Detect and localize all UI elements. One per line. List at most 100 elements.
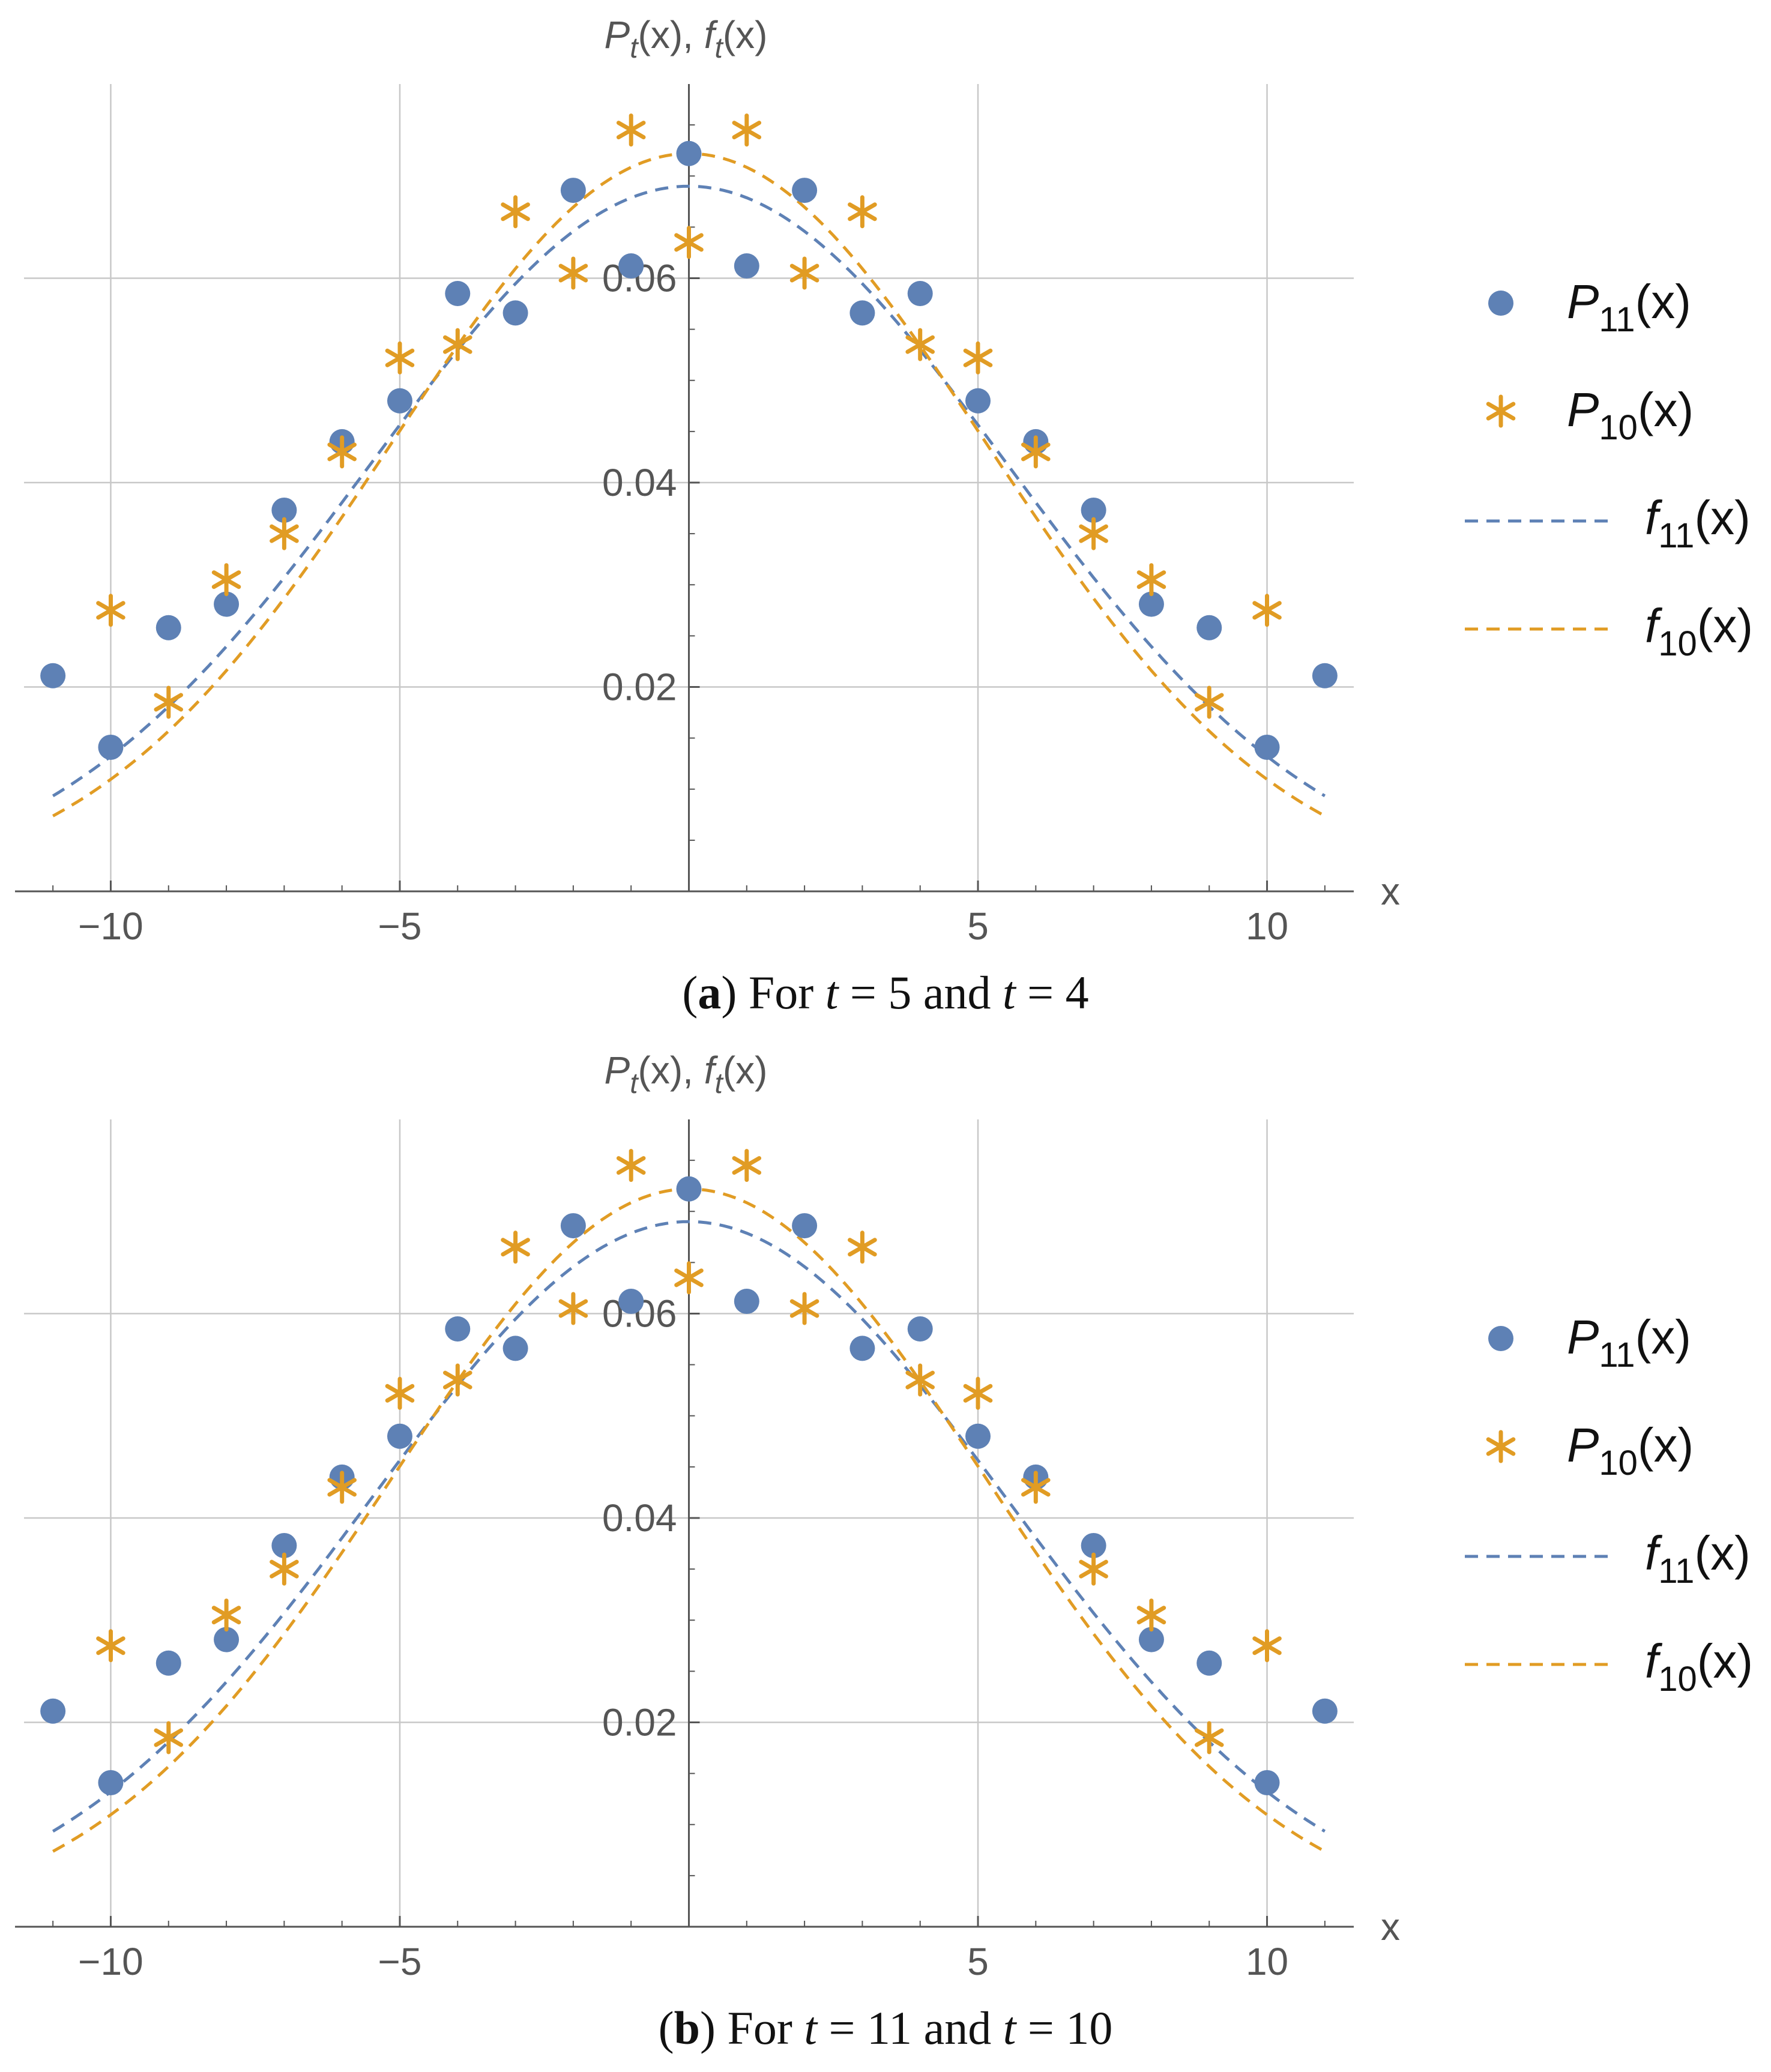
- p10-point: [443, 328, 472, 361]
- legend-p11-label: P11(x): [1567, 1310, 1691, 1375]
- p11-point: [387, 388, 412, 414]
- p10-point: [270, 1552, 299, 1586]
- p10-point: [501, 1230, 530, 1264]
- p10-point: [963, 1376, 993, 1410]
- p10-point: [848, 1230, 877, 1264]
- p11-point: [907, 1316, 933, 1342]
- p10-point: [905, 328, 935, 361]
- x-tick-label: −5: [378, 905, 421, 948]
- p10-point: [96, 1629, 125, 1663]
- p11-point: [792, 178, 818, 203]
- p11-point: [214, 591, 240, 617]
- p11-point: [502, 1336, 528, 1361]
- y-tick-label: 0.04: [602, 461, 677, 504]
- p11-point: [387, 1423, 412, 1449]
- p10-point: [385, 1376, 415, 1410]
- p10-point: [501, 195, 530, 229]
- caption: (b) For t = 11 and t = 10: [659, 2002, 1113, 2054]
- p10-point: [616, 113, 646, 147]
- p11-point: [445, 281, 471, 307]
- x-tick-label: 10: [1246, 1940, 1288, 1983]
- x-tick-label: −5: [378, 1940, 421, 1983]
- p10-point: [558, 256, 588, 290]
- f11-curve: [52, 1220, 1326, 1833]
- x-axis-label: x: [1381, 1905, 1400, 1948]
- legend-f11-label: f11(x): [1645, 1526, 1751, 1591]
- legend: P11(x) P10(x) f11(x) f10(x): [1465, 1310, 1753, 1699]
- p10-point: [1195, 685, 1224, 719]
- p11-point: [271, 1532, 297, 1558]
- p11-point: [734, 1289, 759, 1315]
- p10-point: [96, 594, 125, 627]
- p10-point: [905, 1363, 935, 1397]
- p11-point: [271, 497, 297, 523]
- p10-point: [327, 1471, 357, 1504]
- p10-point: [1252, 1629, 1282, 1663]
- p11-point: [734, 253, 759, 279]
- p10-point: [558, 1292, 588, 1325]
- p11-point: [560, 178, 586, 203]
- p10-point: [1136, 563, 1166, 597]
- legend: P11(x) P10(x) f11(x) f10(x): [1465, 275, 1753, 663]
- p11-point: [1196, 615, 1222, 640]
- p11-point: [445, 1316, 471, 1342]
- p11-point: [155, 1650, 181, 1676]
- p10-point: [1079, 1552, 1108, 1586]
- f11-curve: [52, 184, 1326, 798]
- legend-p11-marker: [1488, 291, 1513, 316]
- y-tick-label: 0.02: [602, 1700, 677, 1744]
- p11-point: [849, 300, 875, 326]
- p10-point: [732, 113, 762, 147]
- p11-point: [792, 1213, 818, 1239]
- p10-point: [674, 1261, 704, 1295]
- x-tick-label: 10: [1246, 905, 1288, 948]
- p10-point: [1021, 435, 1051, 469]
- p11-point: [40, 663, 66, 688]
- legend-f10-label: f10(x): [1645, 599, 1753, 663]
- p11-point: [965, 1423, 991, 1449]
- p11-point: [618, 1289, 644, 1315]
- p10-point: [154, 1721, 183, 1754]
- p10-point: [1252, 594, 1282, 627]
- p10-point: [616, 1149, 646, 1182]
- p11-point: [1081, 497, 1106, 523]
- p11-point: [965, 388, 991, 414]
- p11-point: [1081, 1532, 1106, 1558]
- legend-p10-marker: [1486, 1430, 1516, 1463]
- caption: (a) For t = 5 and t = 4: [682, 966, 1088, 1019]
- p10-point: [211, 1598, 241, 1632]
- legend-p10-label: P10(x): [1567, 383, 1694, 447]
- p10-point: [1195, 1721, 1224, 1754]
- p10-point: [327, 435, 357, 469]
- p11-point: [1312, 663, 1338, 688]
- p11-point: [98, 1769, 124, 1795]
- p10-point: [1136, 1598, 1166, 1632]
- p11-point: [1254, 1769, 1280, 1795]
- legend-f11-label: f11(x): [1645, 491, 1751, 555]
- legend-p10-label: P10(x): [1567, 1418, 1694, 1483]
- p11-point: [155, 615, 181, 640]
- legend-f10-label: f10(x): [1645, 1634, 1753, 1699]
- p10-point: [848, 195, 877, 229]
- p10-point: [963, 341, 993, 375]
- p11-point: [1138, 1627, 1164, 1652]
- p11-point: [1138, 591, 1164, 617]
- p11-point: [618, 253, 644, 279]
- p10-point: [1021, 1471, 1051, 1504]
- p10-point: [443, 1363, 472, 1397]
- p11-point: [1196, 1650, 1222, 1676]
- p10-point: [789, 1292, 819, 1325]
- legend-p11-label: P11(x): [1567, 275, 1691, 339]
- p11-point: [98, 734, 124, 760]
- x-axis-label: x: [1381, 870, 1400, 913]
- legend-p10-marker: [1486, 394, 1516, 428]
- p11-point: [502, 300, 528, 326]
- p11-point: [1312, 1698, 1338, 1724]
- p11-point: [40, 1698, 66, 1724]
- p11-point: [676, 140, 702, 166]
- p10-point: [674, 226, 704, 259]
- p11-point: [560, 1213, 586, 1239]
- y-tick-label: 0.04: [602, 1496, 677, 1540]
